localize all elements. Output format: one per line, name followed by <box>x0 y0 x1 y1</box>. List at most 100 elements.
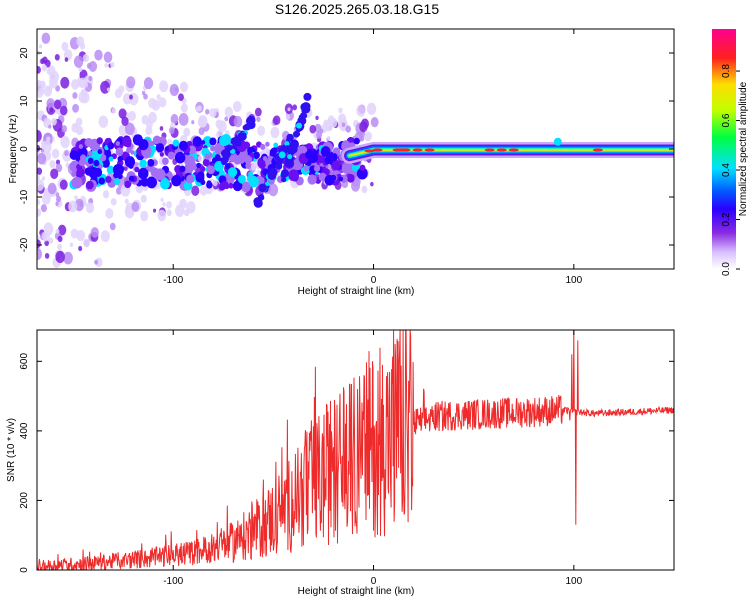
spectrogram-streak-blob <box>294 131 301 137</box>
snr-y-ticks: 0 200 400 600 <box>19 353 674 573</box>
snr-x-tick-label: 100 <box>565 576 582 587</box>
spectrogram-noise-blob <box>174 204 185 217</box>
spectrogram-noise-blob <box>46 136 51 142</box>
spectrogram-noise-blob <box>361 185 368 194</box>
spectrogram-band-blob <box>112 163 124 176</box>
spectrogram-noise-blob <box>79 42 86 50</box>
spectrogram-streak-blob <box>237 132 247 142</box>
spectrogram-y-tick-label: 20 <box>19 47 30 59</box>
spectrogram-noise-blob <box>366 102 377 115</box>
spectrogram-noise-blob <box>98 115 109 128</box>
spectrogram-noise-blob <box>38 44 43 49</box>
spectrogram-band-blob <box>200 166 206 172</box>
spectrogram-noise-blob <box>162 202 166 207</box>
spectrogram-noise-blob <box>315 115 319 121</box>
snr-x-ticks: -100 0 100 <box>163 330 583 587</box>
spectrogram-noise-blob <box>156 182 162 189</box>
spectrogram-noise-blob <box>78 67 83 72</box>
spectrogram-peak <box>364 149 375 153</box>
spectrogram-band-blob <box>128 175 135 182</box>
spectrogram-band-blob <box>209 137 217 146</box>
spectrogram-band-blob <box>262 156 268 162</box>
spectrogram-noise-blob <box>56 195 62 203</box>
spectrogram-noise-blob <box>49 160 56 169</box>
spectrogram-band-blob <box>201 140 206 145</box>
spectrogram-band-blob <box>147 158 155 167</box>
spectrogram-noise-blob <box>60 135 70 149</box>
snr-x-tick-label: 0 <box>371 576 377 587</box>
spectrogram-bump <box>553 137 562 146</box>
spectrogram-streak-blob <box>296 122 303 129</box>
spectrogram-noise-blob <box>64 150 69 157</box>
spectrogram-noise-blob <box>167 138 173 146</box>
spectrogram-noise-blob <box>49 107 54 113</box>
spectrogram-band-blob <box>232 180 243 192</box>
spectrogram-band-blob <box>320 146 331 157</box>
spectrogram-noise-blob <box>37 239 41 249</box>
spectrogram-noise-blob <box>273 115 281 125</box>
spectrogram-noise-blob <box>345 125 352 133</box>
spectrogram-band-blob <box>78 144 84 149</box>
spectrogram-noise-blob <box>224 116 229 122</box>
spectrogram-noise-blob <box>41 64 48 72</box>
spectrogram-streak-blob <box>242 124 249 131</box>
spectrogram-noise-blob <box>37 129 42 143</box>
spectrogram-noise-blob <box>168 126 175 135</box>
spectrogram-peak <box>592 148 603 152</box>
spectrogram-streak-blob <box>258 183 267 193</box>
spectrogram-noise-blob <box>55 163 63 173</box>
spectrogram-noise-blob <box>41 32 51 44</box>
spectrogram-band-blob <box>227 167 238 178</box>
spectrogram-noise-blob <box>106 87 111 92</box>
spectrogram-streak-blob <box>303 102 311 110</box>
spectrogram-noise-blob <box>292 104 298 111</box>
spectrogram-band-blob <box>202 158 210 167</box>
spectrogram-noise-blob <box>209 108 217 118</box>
spectrogram-peak <box>372 148 383 152</box>
spectrogram-band-blob <box>160 178 170 190</box>
spectrogram-band-blob <box>71 171 77 177</box>
spectrogram-noise-blob <box>94 49 103 61</box>
spectrogram-noise-blob <box>212 179 218 187</box>
spectrogram-streak-blob <box>267 170 275 178</box>
spectrogram-noise-blob <box>83 238 90 248</box>
spectrogram-noise-blob <box>270 126 280 139</box>
spectrogram-band-blob <box>288 169 300 182</box>
spectrogram-band-blob <box>206 181 213 189</box>
spectrogram-streak-blob <box>301 112 308 119</box>
spectrogram-noise-blob <box>309 124 317 134</box>
spectrogram-noise-blob <box>129 94 133 100</box>
spectrogram-band-blob <box>139 159 147 168</box>
spectrogram-noise-blob <box>49 70 60 84</box>
spectrogram-noise-blob <box>370 181 374 187</box>
colorbar: 0.0 0.2 0.4 0.6 0.8 Normalized spectral ampl… <box>712 29 749 276</box>
spectrogram-band-blob <box>105 176 112 184</box>
spectrogram-noise-blob <box>338 113 347 124</box>
spectrogram-noise-blob <box>37 66 41 74</box>
spectrogram-noise-blob <box>44 252 50 259</box>
spectrogram-noise-blob <box>360 136 365 142</box>
spectrogram-band-blob <box>249 152 255 158</box>
spectrogram-streak-blob <box>278 151 286 159</box>
spectrogram-band-blob <box>114 178 121 185</box>
spectrogram-band-blob <box>259 143 266 150</box>
spectrogram-noise-blob <box>78 91 88 103</box>
spectrogram-streak-blob <box>247 120 256 130</box>
spectrogram-band-blob <box>265 141 270 147</box>
spectrogram-noise-blob <box>69 242 74 248</box>
spectrogram-band-blob <box>324 155 332 165</box>
snr-y-tick-label: 600 <box>19 353 30 370</box>
spectrogram-noise-blob <box>61 125 68 133</box>
spectrogram-noise-blob <box>198 127 205 136</box>
spectrogram-noise-blob <box>327 136 331 141</box>
spectrogram-noise-blob <box>54 53 60 61</box>
spectrogram-band-blob <box>244 154 253 165</box>
spectrogram-noise-blob <box>90 227 99 238</box>
spectrogram-band-blob <box>307 174 317 185</box>
spectrogram-band-blob <box>132 134 144 146</box>
spectrogram-noise-blob <box>121 116 129 127</box>
colorbar-ticks: 0.0 0.2 0.4 0.6 0.8 <box>721 64 740 276</box>
spectrogram-noise-blob <box>148 111 157 124</box>
spectrogram-band-blob <box>341 162 353 174</box>
